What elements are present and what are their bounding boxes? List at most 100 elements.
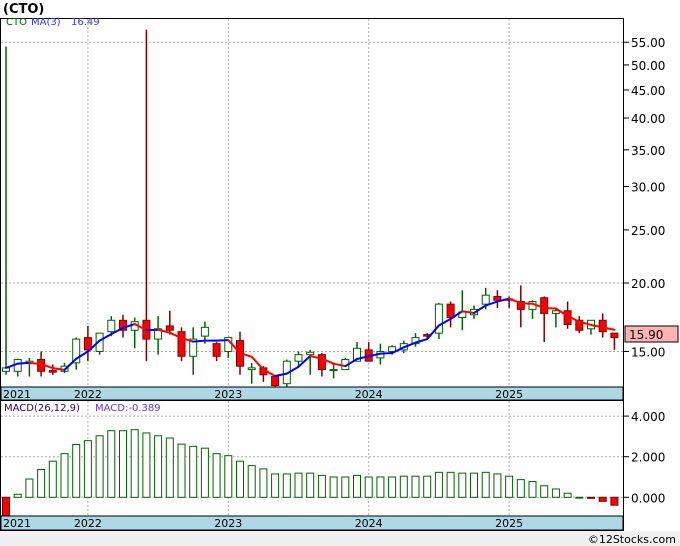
candle [493,290,502,309]
ma-segment [414,338,429,344]
candle [306,349,315,375]
candle [165,310,174,335]
macd-bar [259,468,268,498]
macd-bar [341,476,350,498]
macd-bar [130,429,139,498]
candle [95,332,104,355]
macd-bar [598,496,607,502]
ma-segment [16,361,31,365]
macd-x-axis-year-label: 2025 [495,517,523,530]
candle-body [329,369,338,372]
macd-bar [60,453,69,498]
ma-segment [157,328,171,334]
macd-bar [388,476,397,498]
macd-bars [2,429,619,517]
ma-segment [484,300,499,307]
macd-bar [551,488,560,498]
macd-x-axis-labels: 2021 2022 2023 2024 2025 [3,517,523,530]
y-axis-tick-label: 30.00 [631,180,665,194]
macd-legend-value: MACD:-0.389 [95,403,161,414]
candle-body [353,347,361,362]
y-axis-tick-label: 55.00 [631,36,665,50]
candle-body [189,338,198,357]
candle-body [493,295,502,301]
ma-segment [367,352,382,358]
macd-bar [505,475,514,498]
candle-body [540,297,549,314]
candle-body [446,303,455,319]
price-y-axis: 55.00 50.00 45.00 40.00 35.00 30.00 25.00 20.00… [623,36,665,359]
ma-segment [332,362,347,368]
candle-body [610,332,619,339]
candle-body [177,331,186,357]
ma-segment [40,362,54,370]
x-axis-year-label: 2023 [214,388,242,401]
x-axis-year-label: 2022 [74,388,102,401]
candle-body [72,338,81,364]
macd-bar [399,475,408,498]
macd-bar [212,453,221,498]
candle [610,332,619,350]
candle [317,353,326,377]
macd-y-axis: 4.000 2.000 0.000 [623,410,665,505]
macd-bar [165,437,174,498]
y-axis-tick-label: 40.00 [631,112,665,126]
macd-bar [107,430,116,498]
macd-bar [481,471,490,498]
macd-bar [446,471,455,498]
ma-segment [110,326,124,336]
candle [48,364,57,375]
ma-segment [122,323,136,329]
candle-body [271,376,280,387]
x-axis-year-label: 2021 [3,388,31,401]
candle [294,351,303,367]
candle-body [294,354,303,362]
ma-segment [192,339,206,343]
candle [107,316,116,337]
macd-bar [271,473,280,498]
candle-body [48,369,57,373]
macd-bar [72,444,81,498]
candle-body [247,367,256,371]
macd-legend-label: MACD(26,12,9) [4,403,80,414]
candle-body [107,319,116,333]
ma-segment [449,310,464,320]
macd-bar [142,432,151,498]
candle-body [481,294,490,305]
macd-panel: 2021 2022 2023 2024 2025 4.000 2.000 0.000 MAC… [0,400,665,531]
ma-segment [133,323,148,332]
macd-bar [610,496,619,506]
ma-segment [5,362,19,369]
candle-body [306,351,315,356]
candle [119,314,127,338]
y-axis-tick-label: 45.00 [631,84,665,98]
candle [516,285,525,328]
legend-ma-value: 16.49 [71,17,100,28]
candle [434,302,443,340]
macd-bar [376,476,385,498]
candle [83,325,92,362]
macd-x-axis-year-label: 2022 [74,517,102,530]
macd-bar [470,472,478,498]
ma-segment [356,355,370,360]
candle-body [165,325,174,331]
macd-y-tick-label: 0.000 [631,491,665,505]
ma-segment [320,357,335,365]
macd-bar [493,473,502,498]
y-axis-tick-label: 35.00 [631,144,665,158]
macd-bar [317,474,326,498]
candle-body [95,332,104,352]
macd-bar [434,471,443,498]
macd-bar [95,435,104,498]
macd-y-tick-label: 2.000 [631,451,665,465]
macd-bar [329,476,338,498]
x-axis-year-label: 2024 [355,388,383,401]
ma-segment [402,341,417,349]
macd-bar [563,492,572,498]
macd-bar [247,465,256,498]
candle [189,327,198,375]
legend-ma-label: MA(3) [31,17,61,28]
ma-segment [309,355,323,360]
ma-segment [86,339,101,353]
